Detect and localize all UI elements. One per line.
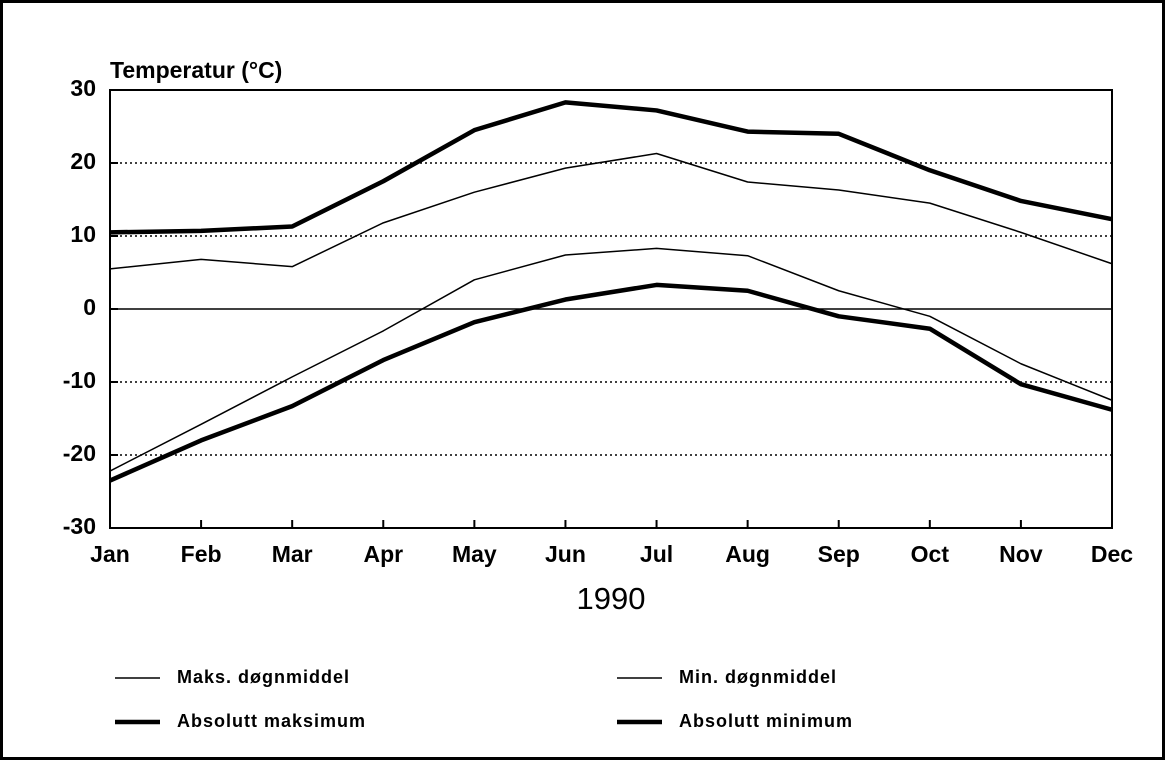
x-axis-label: 1990 (577, 581, 646, 616)
x-tick-label: Dec (1091, 541, 1133, 567)
x-tick-label: Apr (363, 541, 403, 567)
y-tick-label: 20 (70, 148, 96, 174)
y-tick-label: 30 (70, 75, 96, 101)
x-tick-label: Sep (818, 541, 860, 567)
x-tick-label: Mar (272, 541, 313, 567)
series-line (109, 152, 1113, 270)
y-tick-label: -10 (63, 367, 96, 393)
legend-label: Absolutt minimum (679, 711, 853, 731)
x-tick-label: Aug (725, 541, 770, 567)
legend-label: Absolutt maksimum (177, 711, 366, 731)
series-line (109, 247, 1113, 472)
legend-label: Maks. døgnmiddel (177, 667, 350, 687)
y-tick-label: -20 (63, 440, 96, 466)
x-tick-label: May (452, 541, 497, 567)
y-tick-label: -30 (63, 513, 96, 539)
legend-label: Min. døgnmiddel (679, 667, 837, 687)
series-line (109, 100, 1113, 235)
x-tick-label: Oct (911, 541, 950, 567)
chart-title: Temperatur (°C) (110, 57, 282, 83)
x-tick-label: Jun (545, 541, 586, 567)
x-tick-label: Feb (181, 541, 222, 567)
x-tick-label: Nov (999, 541, 1043, 567)
x-tick-label: Jan (90, 541, 130, 567)
series-line (109, 282, 1113, 483)
y-tick-label: 0 (83, 294, 96, 320)
x-tick-label: Jul (640, 541, 673, 567)
y-tick-label: 10 (70, 221, 96, 247)
